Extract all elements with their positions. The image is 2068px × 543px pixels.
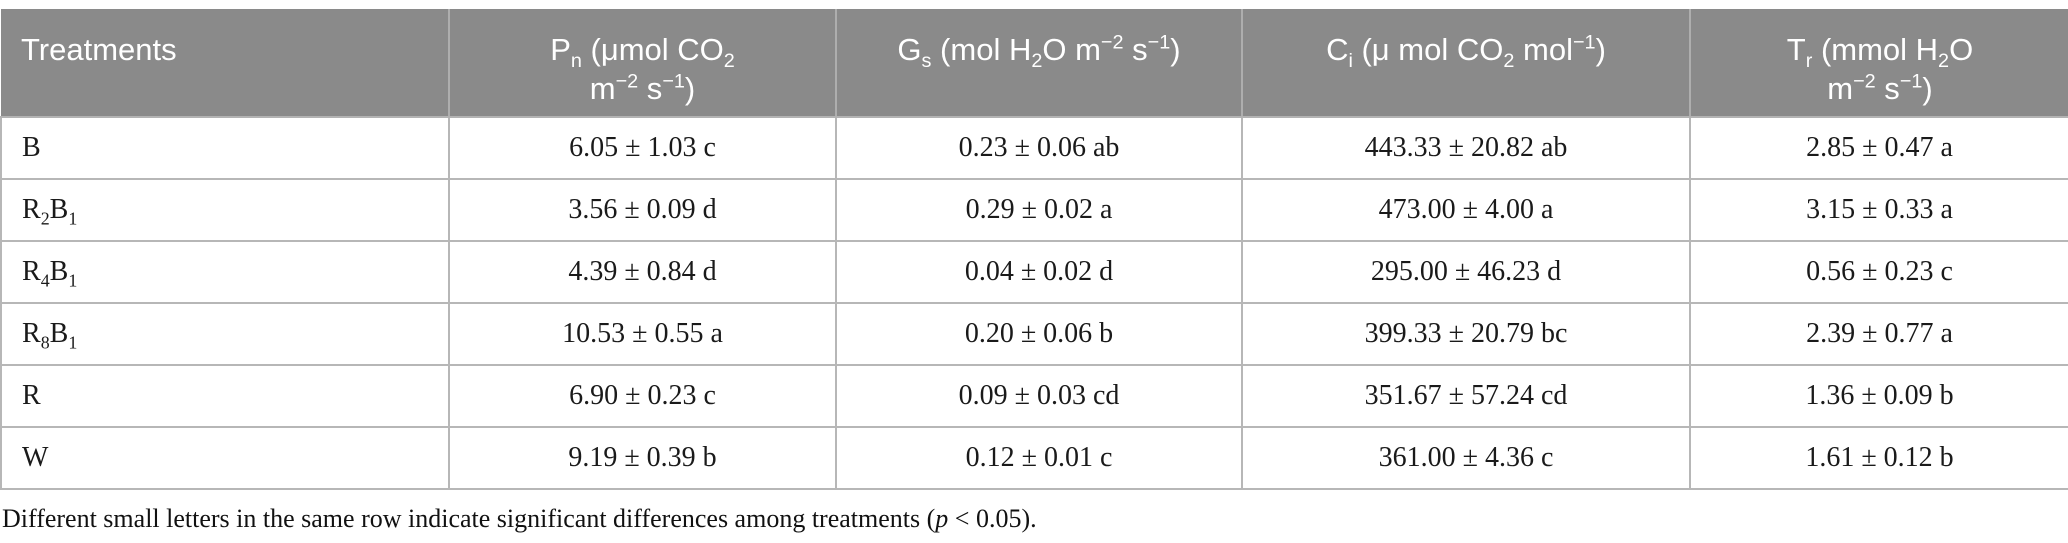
table-body: B 6.05 ± 1.03 c 0.23 ± 0.06 ab 443.33 ± … [0,116,2068,490]
page: Treatments Pn (μmol CO2 m−2 s−1) Gs (mol … [0,9,2068,543]
ci-value-cell: 361.00 ± 4.36 c [1241,426,1691,490]
pn-value-cell: 6.90 ± 0.23 c [448,364,837,428]
ci-value-cell: 295.00 ± 46.23 d [1241,240,1691,304]
ci-value-cell: 473.00 ± 4.00 a [1241,178,1691,242]
ci-value-cell: 443.33 ± 20.82 ab [1241,116,1691,180]
table-header: Treatments Pn (μmol CO2 m−2 s−1) Gs (mol … [1,9,2068,118]
column-header-ci: Ci (μ mol CO2 mol−1) [1241,9,1690,118]
pn-value-cell: 9.19 ± 0.39 b [448,426,837,490]
tr-value-cell: 1.61 ± 0.12 b [1689,426,2068,490]
table-row: R2B1 3.56 ± 0.09 d 0.29 ± 0.02 a 473.00 … [0,178,2068,242]
gs-value-cell: 0.23 ± 0.06 ab [835,116,1243,180]
column-header-tr: Tr (mmol H2O m−2 s−1) [1689,9,2068,118]
treatment-cell: R [0,364,450,428]
gs-value-cell: 0.04 ± 0.02 d [835,240,1243,304]
tr-value-cell: 2.39 ± 0.77 a [1689,302,2068,366]
header-row: Treatments Pn (μmol CO2 m−2 s−1) Gs (mol … [1,9,2068,118]
table-row: W 9.19 ± 0.39 b 0.12 ± 0.01 c 361.00 ± 4… [0,426,2068,490]
table-footnote: Different small letters in the same row … [2,504,1037,533]
gs-value-cell: 0.12 ± 0.01 c [835,426,1243,490]
ci-value-cell: 399.33 ± 20.79 bc [1241,302,1691,366]
table-row: R 6.90 ± 0.23 c 0.09 ± 0.03 cd 351.67 ± … [0,364,2068,428]
ci-value-cell: 351.67 ± 57.24 cd [1241,364,1691,428]
treatment-cell: W [0,426,450,490]
treatment-cell: B [0,116,450,180]
pn-value-cell: 6.05 ± 1.03 c [448,116,837,180]
treatment-cell: R4B1 [0,240,450,304]
tr-value-cell: 2.85 ± 0.47 a [1689,116,2068,180]
gas-exchange-table: Treatments Pn (μmol CO2 m−2 s−1) Gs (mol … [0,9,2068,490]
column-header-treatments: Treatments [1,9,449,118]
tr-value-cell: 3.15 ± 0.33 a [1689,178,2068,242]
tr-value-cell: 0.56 ± 0.23 c [1689,240,2068,304]
treatment-cell: R2B1 [0,178,450,242]
treatment-cell: R8B1 [0,302,450,366]
gs-value-cell: 0.29 ± 0.02 a [835,178,1243,242]
column-header-gs: Gs (mol H2O m−2 s−1) [835,9,1242,118]
gs-value-cell: 0.09 ± 0.03 cd [835,364,1243,428]
table-row: R4B1 4.39 ± 0.84 d 0.04 ± 0.02 d 295.00 … [0,240,2068,304]
tr-value-cell: 1.36 ± 0.09 b [1689,364,2068,428]
table-row: B 6.05 ± 1.03 c 0.23 ± 0.06 ab 443.33 ± … [0,116,2068,180]
pn-value-cell: 3.56 ± 0.09 d [448,178,837,242]
table-row: R8B1 10.53 ± 0.55 a 0.20 ± 0.06 b 399.33… [0,302,2068,366]
column-header-pn: Pn (μmol CO2 m−2 s−1) [448,9,836,118]
gs-value-cell: 0.20 ± 0.06 b [835,302,1243,366]
pn-value-cell: 4.39 ± 0.84 d [448,240,837,304]
pn-value-cell: 10.53 ± 0.55 a [448,302,837,366]
